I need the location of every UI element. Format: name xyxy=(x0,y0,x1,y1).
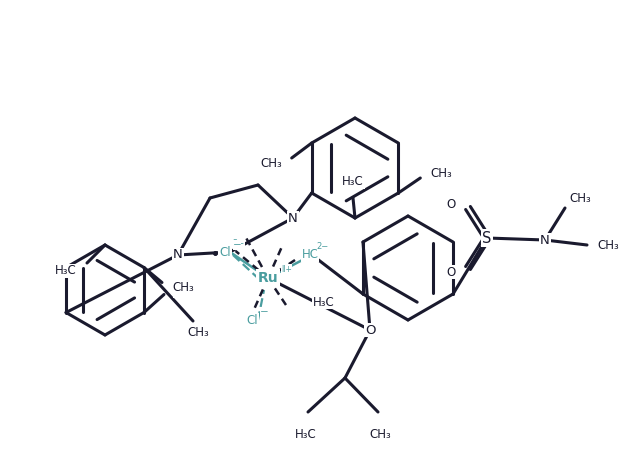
Text: Cl: Cl xyxy=(219,246,231,259)
Text: O: O xyxy=(447,266,456,279)
Text: CH₃: CH₃ xyxy=(187,327,209,339)
Text: C: C xyxy=(223,245,231,258)
Text: Ru: Ru xyxy=(258,271,278,285)
Text: 2−: 2− xyxy=(233,238,245,248)
Text: II+: II+ xyxy=(281,265,292,274)
Text: N: N xyxy=(540,234,550,246)
Text: N: N xyxy=(288,212,298,225)
Text: CH₃: CH₃ xyxy=(172,281,194,294)
Text: Cl: Cl xyxy=(246,313,258,327)
Text: H₃C: H₃C xyxy=(55,265,77,277)
Text: 2−: 2− xyxy=(317,242,329,251)
Text: H₃C: H₃C xyxy=(342,175,364,188)
Text: N: N xyxy=(173,249,183,261)
Text: O: O xyxy=(365,323,375,337)
Text: −: − xyxy=(232,240,241,250)
Text: CH₃: CH₃ xyxy=(569,191,591,204)
Text: HC: HC xyxy=(301,249,319,261)
Text: CH₃: CH₃ xyxy=(260,157,282,170)
Text: O: O xyxy=(447,197,456,211)
Text: −: − xyxy=(260,307,268,317)
Text: CH₃: CH₃ xyxy=(597,238,619,251)
Text: S: S xyxy=(483,230,492,245)
Text: CH₃: CH₃ xyxy=(369,428,391,441)
Text: H₃C: H₃C xyxy=(313,296,335,308)
Text: H₃C: H₃C xyxy=(174,284,196,297)
Text: CH₃: CH₃ xyxy=(430,166,452,180)
Text: H₃C: H₃C xyxy=(295,428,317,441)
